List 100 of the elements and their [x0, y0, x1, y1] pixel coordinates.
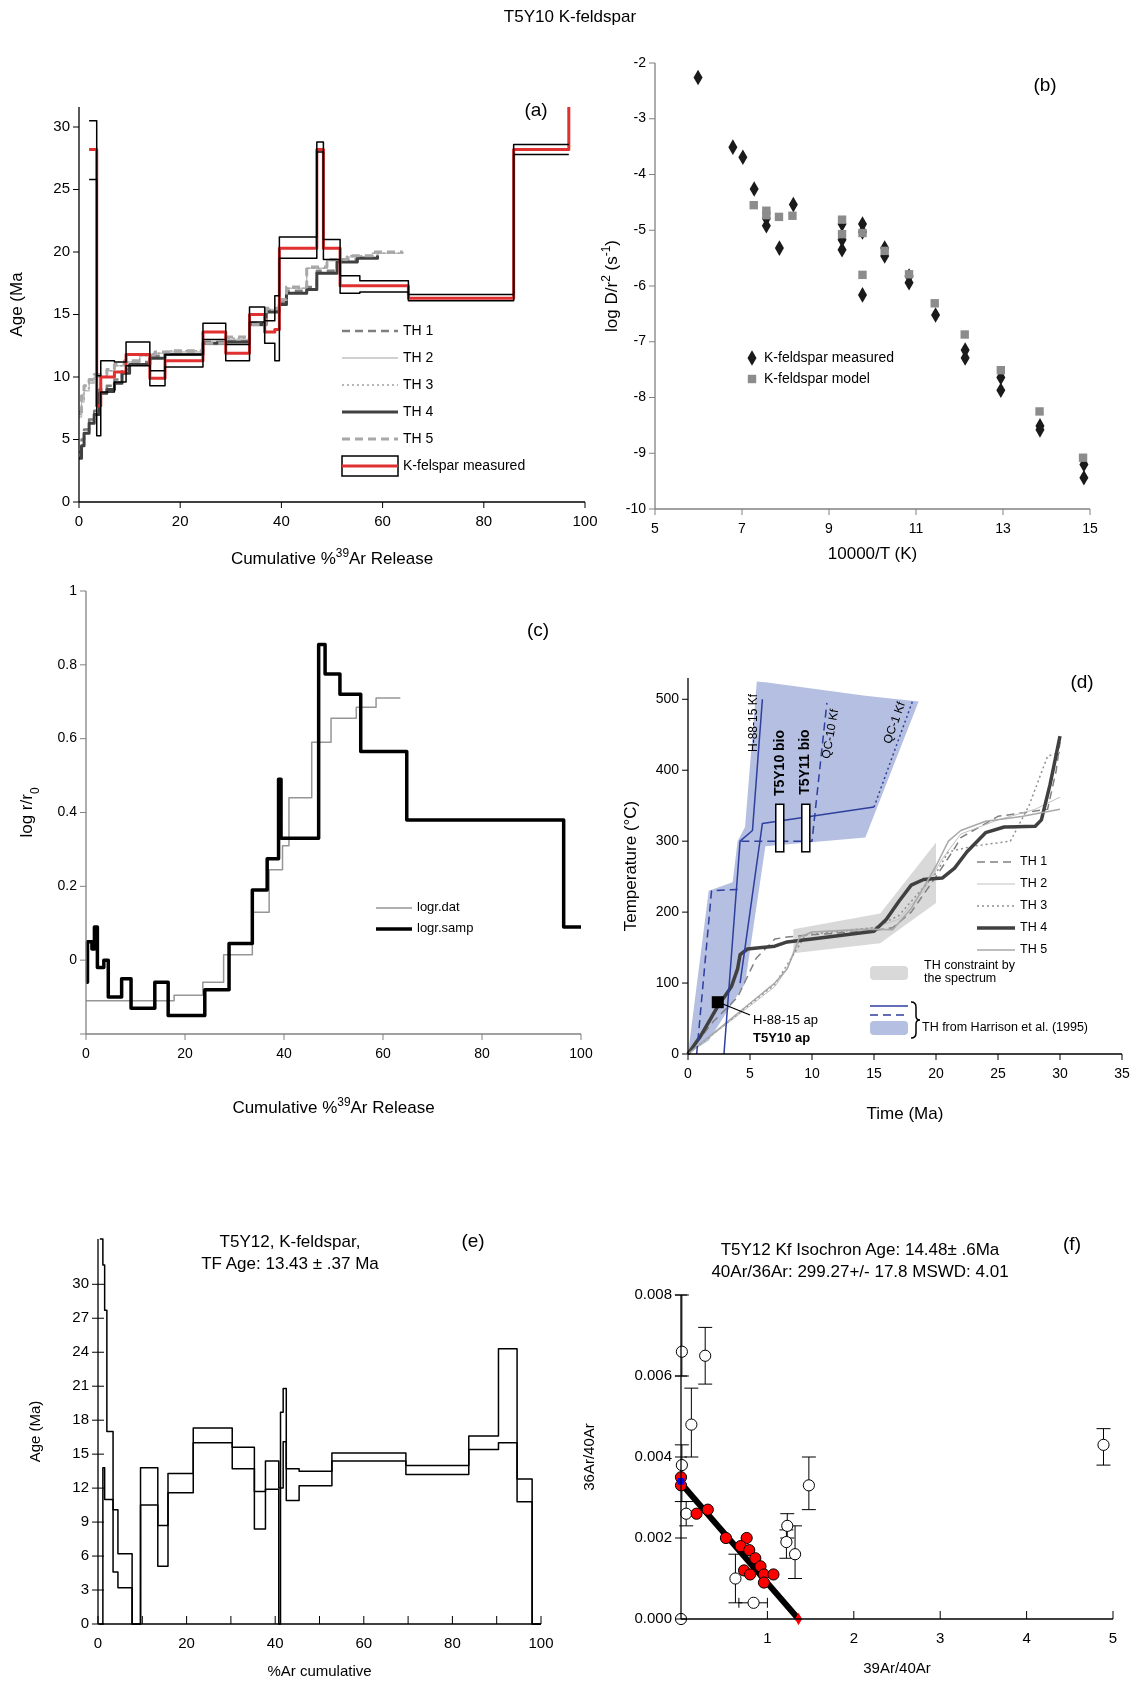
y-tick-label: 18	[72, 1410, 89, 1428]
y-tick-label: 5	[61, 429, 70, 447]
x-tick-label: 4	[1022, 1629, 1031, 1646]
x-tick-label: 80	[474, 1045, 490, 1061]
x-tick-label: 5	[1108, 1629, 1118, 1646]
x-tick-label: 3	[936, 1629, 945, 1646]
y-axis-title: Age (Ma)	[26, 1400, 43, 1463]
y-tick-label: -7	[633, 332, 647, 349]
y-tick-label: 3	[80, 1580, 89, 1597]
annotation: QC-10 Kf	[818, 707, 842, 760]
chart-title: T5Y12 Kf Isochron Age: 14.48± .6Ma	[720, 1240, 1000, 1259]
y-tick-label: 0.002	[634, 1527, 672, 1545]
x-tick-label: 11	[908, 520, 924, 536]
y-tick-label: 100	[655, 973, 680, 990]
y-tick-label: -5	[633, 220, 647, 237]
x-tick-label: 100	[569, 1045, 593, 1061]
chart-subtitle: 40Ar/36Ar: 299.27+/- 17.8 MSWD: 4.01	[711, 1262, 1009, 1281]
text: TF Age: 13.43 ± .37 Ma	[201, 1254, 380, 1273]
legend-label: TH 4	[1020, 920, 1048, 935]
annotation: T5Y11 bio	[795, 729, 812, 795]
x-tick-label: 80	[475, 512, 493, 529]
x-axis-title: Cumulative %$^{39}$Ar Release	[230, 546, 434, 568]
y-axis-title: Temperature (°C)	[621, 800, 640, 932]
legend-label: K-felspar measured	[403, 456, 526, 473]
x-tick-label: 60	[374, 512, 391, 529]
y-tick-label: -2	[633, 53, 647, 70]
legend-label: TH from Harrison et al. (1995)	[922, 1020, 1089, 1035]
x-tick-label: 5	[746, 1065, 755, 1081]
x-tick-label: 40	[273, 512, 290, 529]
x-axis-title: %Ar cumulative	[267, 1662, 372, 1679]
y-tick-label: 20	[53, 241, 70, 259]
y-tick-label: -10	[625, 499, 647, 516]
legend-label: logr.samp	[417, 920, 474, 936]
x-tick-label: 0	[93, 1634, 103, 1651]
chart-title: T5Y12, K-feldspar,	[219, 1232, 361, 1251]
legend-label: TH 2	[403, 348, 434, 365]
y-tick-label: 300	[655, 831, 680, 848]
y-axis-title: 36Ar/40Ar	[580, 1423, 597, 1491]
y-tick-label: -8	[633, 388, 647, 405]
annotation: QC-1 Kf	[880, 699, 909, 746]
x-tick-label: 60	[375, 1045, 391, 1061]
x-tick-label: 7	[738, 520, 747, 536]
y-tick-label: 0.008	[634, 1284, 672, 1302]
legend-label: TH 2	[1020, 876, 1048, 891]
y-tick-label: -4	[633, 165, 647, 182]
annotation: T5Y10 bio	[770, 729, 787, 797]
legend-label: K-feldspar measured	[764, 348, 894, 365]
y-tick-label: 15	[72, 1444, 89, 1462]
y-tick-label: 12	[72, 1478, 89, 1496]
y-tick-label: 15	[53, 304, 70, 322]
annotation: T5Y10 ap	[753, 1030, 811, 1045]
y-tick-label: 30	[53, 116, 70, 134]
x-tick-label: 10	[804, 1065, 820, 1081]
x-tick-label: 20	[177, 1045, 193, 1061]
x-tick-label: 80	[444, 1634, 461, 1651]
annotation: (a)	[524, 99, 548, 120]
x-tick-label: 2	[849, 1629, 858, 1646]
y-axis-title: Age (Ma	[7, 271, 26, 337]
y-tick-label: 0.2	[57, 877, 78, 894]
legend-label: TH 3	[403, 375, 434, 392]
annotation: (e)	[461, 1230, 485, 1251]
x-tick-label: 40	[276, 1045, 292, 1061]
y-tick-label: 0	[61, 491, 70, 509]
y-tick-label: 0.8	[57, 655, 78, 672]
y-tick-label: 0.000	[634, 1608, 672, 1626]
y-tick-label: -3	[633, 109, 647, 126]
x-tick-label: 15	[1082, 520, 1098, 536]
x-tick-label: 13	[995, 520, 1011, 536]
y-tick-label: 6	[80, 1546, 89, 1564]
annotation: H-88-15 Kf	[746, 693, 761, 753]
y-tick-label: 0	[80, 1613, 89, 1631]
annotation: H-88-15 ap	[753, 1012, 819, 1027]
x-tick-label: 60	[355, 1634, 373, 1651]
y-tick-label: 0.6	[57, 729, 78, 746]
y-tick-label: -9	[633, 443, 647, 460]
x-tick-label: 15	[866, 1065, 882, 1081]
y-tick-label: 500	[655, 689, 680, 706]
x-tick-label: 30	[1052, 1065, 1068, 1081]
legend-label: TH 1	[403, 321, 434, 338]
x-tick-label: 40	[266, 1634, 284, 1651]
x-tick-label: 0	[684, 1065, 693, 1081]
chart-title: T5Y10 K-feldspar	[503, 7, 637, 26]
y-tick-label: 10	[53, 366, 70, 384]
x-tick-label: 20	[171, 512, 189, 529]
y-tick-label: 400	[655, 760, 680, 777]
y-tick-label: 1	[69, 581, 78, 598]
x-tick-label: 9	[825, 520, 834, 536]
y-tick-label: 9	[80, 1512, 89, 1530]
legend-label: K-feldspar model	[764, 369, 870, 386]
legend-label: TH constraint by the spectrum	[924, 958, 1016, 985]
y-tick-label: 27	[72, 1308, 89, 1326]
y-tick-label: 200	[655, 902, 680, 919]
annotation: (d)	[1070, 671, 1094, 692]
y-tick-label: -6	[633, 276, 647, 293]
legend-label: TH 1	[1020, 854, 1048, 869]
y-tick-label: 25	[53, 179, 70, 197]
annotation: (c)	[526, 619, 550, 640]
y-tick-label: 0	[69, 950, 78, 967]
y-tick-label: 0.4	[57, 803, 78, 820]
x-tick-label: 100	[528, 1634, 554, 1651]
